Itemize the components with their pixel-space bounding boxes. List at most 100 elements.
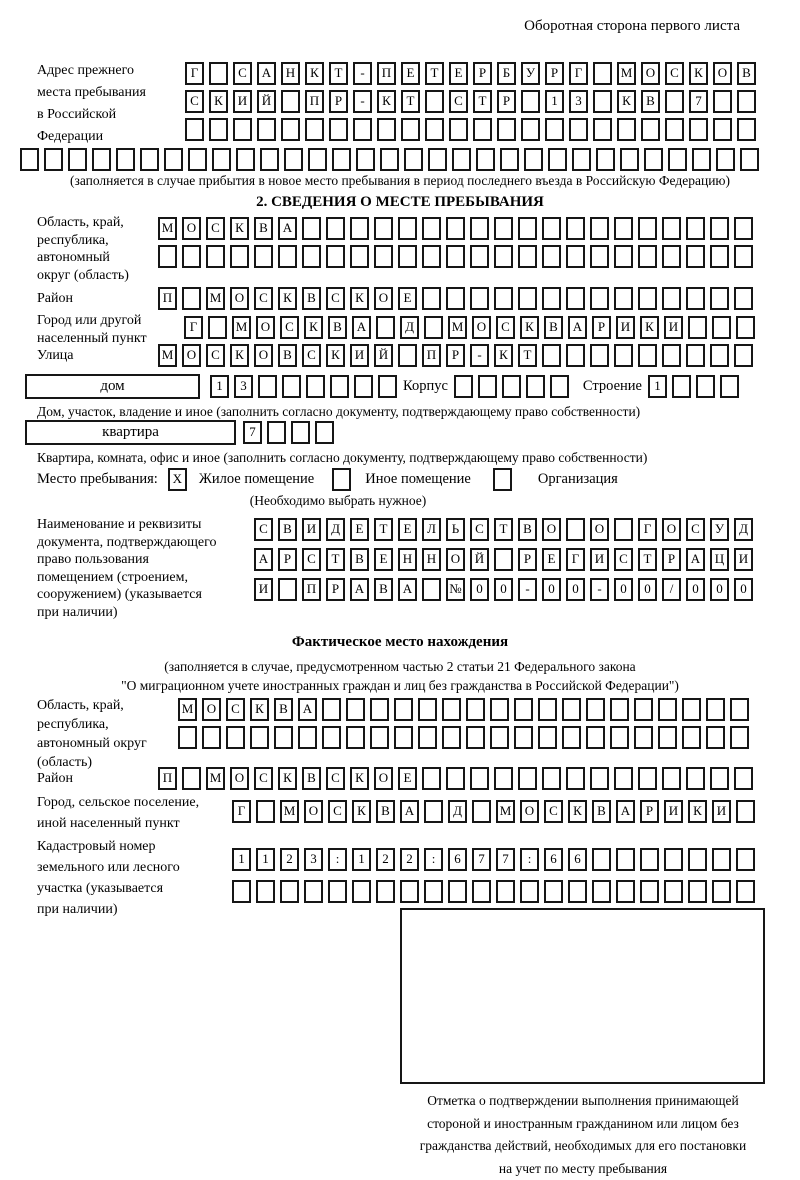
char-box[interactable]: В [254, 217, 273, 240]
char-box[interactable] [514, 698, 533, 721]
char-box[interactable] [449, 118, 468, 141]
char-box[interactable] [448, 880, 467, 903]
char-box[interactable]: С [544, 800, 563, 823]
char-box[interactable] [592, 848, 611, 871]
char-box[interactable] [230, 245, 249, 268]
char-box[interactable]: К [230, 217, 249, 240]
char-box[interactable] [452, 148, 471, 171]
char-box[interactable] [525, 375, 545, 398]
char-box[interactable] [370, 698, 389, 721]
char-box[interactable] [664, 880, 683, 903]
char-box[interactable]: К [689, 62, 708, 85]
char-box[interactable] [394, 726, 413, 749]
char-box[interactable]: 2 [400, 848, 419, 871]
char-box[interactable]: Й [257, 90, 276, 113]
char-box[interactable] [662, 767, 681, 790]
char-box[interactable] [232, 880, 251, 903]
char-box[interactable]: С [185, 90, 204, 113]
char-box[interactable]: С [614, 548, 633, 571]
char-box[interactable] [282, 375, 301, 398]
char-box[interactable] [466, 698, 485, 721]
char-box[interactable] [668, 148, 687, 171]
char-box[interactable] [712, 880, 731, 903]
char-box[interactable] [477, 375, 497, 398]
char-box[interactable] [686, 344, 705, 367]
char-box[interactable] [710, 767, 729, 790]
char-box[interactable]: О [520, 800, 539, 823]
char-box[interactable] [686, 217, 705, 240]
char-box[interactable]: 1 [352, 848, 371, 871]
char-box[interactable]: Н [281, 62, 300, 85]
char-box[interactable] [542, 245, 561, 268]
char-box[interactable] [208, 316, 227, 339]
char-box[interactable]: К [377, 90, 396, 113]
char-box[interactable] [425, 90, 444, 113]
char-box[interactable]: Е [449, 62, 468, 85]
char-box[interactable]: К [250, 698, 269, 721]
char-box[interactable]: 6 [448, 848, 467, 871]
char-box[interactable] [401, 118, 420, 141]
char-box[interactable] [466, 726, 485, 749]
char-box[interactable] [596, 148, 615, 171]
char-box[interactable] [425, 118, 444, 141]
char-box[interactable] [734, 344, 753, 367]
dom-type-field[interactable]: дом [25, 374, 200, 399]
char-box[interactable] [398, 344, 417, 367]
char-box[interactable]: Е [542, 548, 561, 571]
char-box[interactable] [422, 217, 441, 240]
char-box[interactable]: 6 [544, 848, 563, 871]
char-box[interactable]: О [542, 518, 561, 541]
char-box[interactable]: А [616, 800, 635, 823]
char-box[interactable] [470, 767, 489, 790]
char-box[interactable] [394, 698, 413, 721]
char-box[interactable]: П [377, 62, 396, 85]
char-box[interactable] [378, 375, 397, 398]
char-box[interactable] [689, 118, 708, 141]
char-box[interactable] [446, 217, 465, 240]
char-box[interactable] [686, 245, 705, 268]
char-box[interactable] [280, 880, 299, 903]
char-box[interactable] [350, 217, 369, 240]
char-box[interactable] [518, 217, 537, 240]
char-box[interactable] [712, 316, 731, 339]
char-box[interactable] [740, 148, 759, 171]
char-box[interactable] [206, 245, 225, 268]
char-box[interactable] [470, 217, 489, 240]
char-box[interactable] [20, 148, 39, 171]
char-box[interactable] [473, 118, 492, 141]
char-box[interactable]: Й [374, 344, 393, 367]
char-box[interactable] [398, 245, 417, 268]
char-box[interactable]: О [374, 287, 393, 310]
char-box[interactable] [422, 767, 441, 790]
char-box[interactable]: 3 [234, 375, 253, 398]
char-box[interactable]: И [664, 316, 683, 339]
char-box[interactable] [644, 148, 663, 171]
char-box[interactable]: Ь [446, 518, 465, 541]
char-box[interactable]: Т [374, 518, 393, 541]
char-box[interactable]: С [326, 767, 345, 790]
char-box[interactable] [374, 245, 393, 268]
char-box[interactable]: В [374, 578, 393, 601]
char-box[interactable]: П [158, 287, 177, 310]
char-box[interactable]: Р [326, 578, 345, 601]
char-box[interactable] [734, 245, 753, 268]
char-box[interactable] [662, 217, 681, 240]
char-box[interactable] [281, 90, 300, 113]
char-box[interactable]: А [568, 316, 587, 339]
char-box[interactable]: Н [398, 548, 417, 571]
char-box[interactable]: 7 [472, 848, 491, 871]
char-box[interactable]: Р [640, 800, 659, 823]
char-box[interactable] [638, 245, 657, 268]
char-box[interactable] [354, 375, 373, 398]
char-box[interactable]: В [641, 90, 660, 113]
char-box[interactable]: Р [518, 548, 537, 571]
char-box[interactable]: В [328, 316, 347, 339]
char-box[interactable] [116, 148, 135, 171]
char-box[interactable]: В [518, 518, 537, 541]
char-box[interactable] [641, 118, 660, 141]
char-box[interactable]: С [326, 287, 345, 310]
char-box[interactable] [640, 880, 659, 903]
char-box[interactable] [353, 118, 372, 141]
char-box[interactable]: О [641, 62, 660, 85]
char-box[interactable]: К [350, 767, 369, 790]
